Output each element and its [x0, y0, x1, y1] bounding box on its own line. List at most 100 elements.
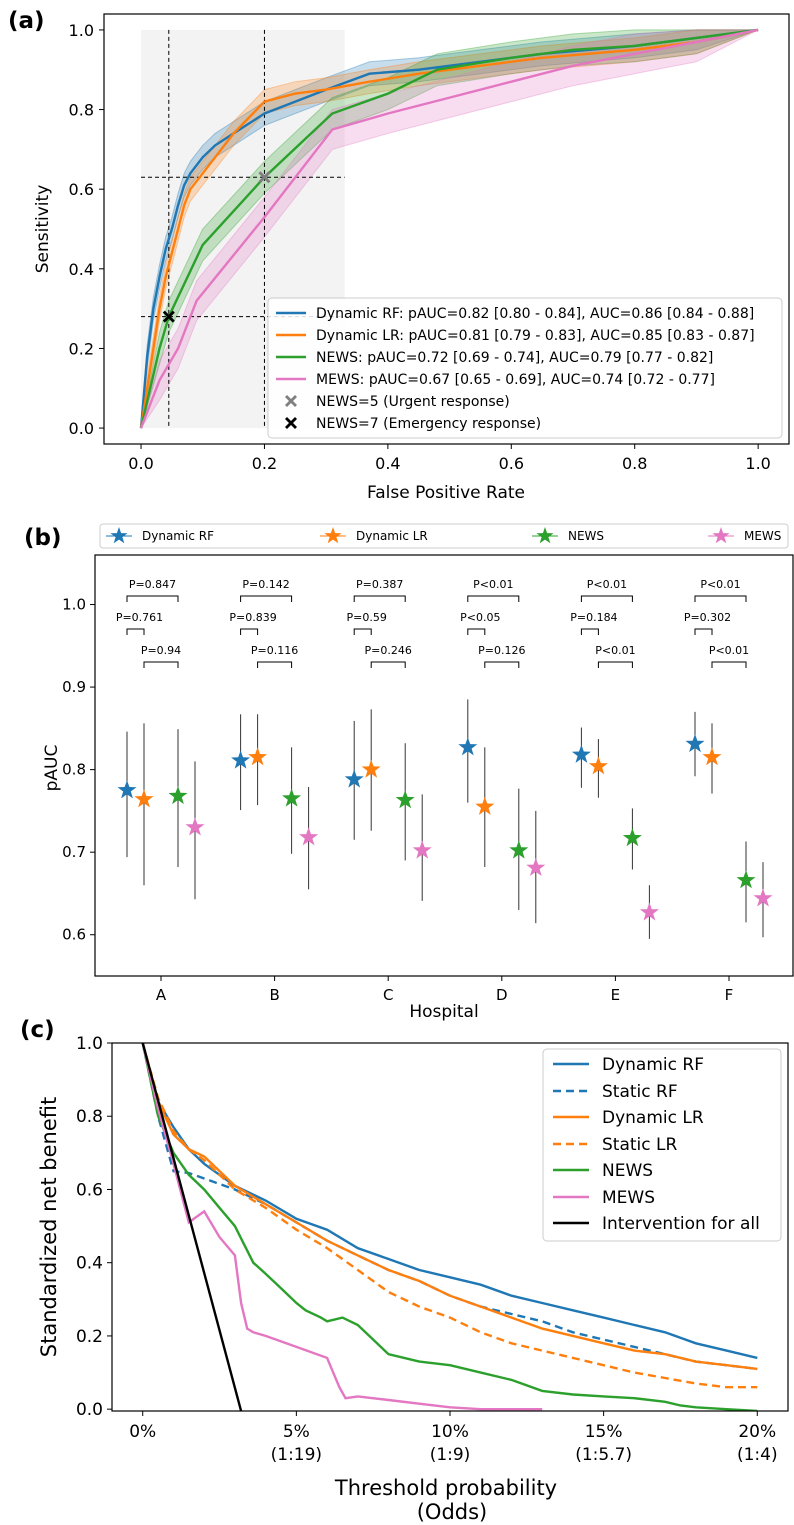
panel-c-xticks: 0% 5% (1:19) 10% (1:9) 15% (1:5.7) 20% (1:4)	[129, 1411, 778, 1465]
legend-b-dynamic-lr-star	[324, 527, 342, 544]
pauc-point-mews	[639, 902, 659, 921]
comparison-bracket	[467, 628, 486, 635]
pauc-point-news	[622, 828, 642, 847]
c-ytick-label: 0.8	[76, 1107, 103, 1127]
comparison-p-value: P<0.01	[473, 578, 513, 591]
comparison-p-value: P<0.05	[460, 611, 500, 624]
net-benefit-line-static-lr	[141, 1043, 758, 1389]
comparison-bracket	[240, 628, 259, 635]
c-xtick-odds: (1:9)	[430, 1445, 471, 1465]
a-xtick-label: 0.2	[252, 454, 277, 473]
pauc-point-mews	[185, 817, 205, 836]
pauc-point-dynamic_lr	[702, 747, 722, 766]
panel-c-label: (c)	[20, 1017, 55, 1043]
panel-a-yticks: 0.0 0.2 0.4 0.6 0.8 1.0	[69, 21, 104, 438]
b-xtick-label: D	[496, 986, 508, 1004]
comparison-p-value: P=0.116	[251, 644, 298, 657]
legend-b-dynamic-rf-label: Dynamic RF	[142, 529, 214, 543]
a-ytick-label: 0.2	[69, 339, 94, 358]
b-ytick-label: 0.9	[62, 678, 86, 696]
comparison-p-value: P<0.01	[587, 578, 627, 591]
legend-a-news5-marker	[285, 395, 297, 407]
panel-a-frame	[103, 13, 790, 445]
c-xtick-label: 20%	[738, 1422, 776, 1442]
comparison-bracket	[597, 661, 633, 668]
a-ytick-label: 1.0	[69, 21, 94, 40]
c-xtick-label: 5%	[283, 1422, 310, 1442]
net-benefit-line-news	[141, 1043, 758, 1411]
comparison-p-value: P=0.184	[570, 611, 617, 624]
legend-b-dynamic-lr-label: Dynamic LR	[356, 529, 428, 543]
c-xtick-odds: (1:19)	[271, 1445, 322, 1465]
comparison-p-value: P=0.302	[684, 611, 731, 624]
legend-c-static-rf-label: Static RF	[602, 1082, 678, 1102]
comparison-p-value: P=0.126	[478, 644, 525, 657]
b-ytick-label: 0.6	[62, 926, 86, 944]
a-xtick-label: 0.4	[375, 454, 400, 473]
legend-c-dynamic-lr-label: Dynamic LR	[602, 1108, 704, 1128]
comparison-bracket	[126, 628, 145, 635]
panel-a-legend-box	[267, 297, 783, 439]
c-ytick-label: 0.2	[76, 1327, 103, 1347]
legend-a-news-label: NEWS: pAUC=0.72 [0.69 - 0.74], AUC=0.79 …	[316, 350, 713, 366]
b-xtick-label: F	[725, 986, 734, 1004]
pauc-point-dynamic_lr	[134, 789, 154, 808]
comparison-bracket	[353, 595, 406, 602]
comparison-p-value: P<0.01	[595, 644, 635, 657]
comparison-p-value: P=0.59	[347, 611, 387, 624]
comparison-bracket	[711, 661, 747, 668]
pauc-point-dynamic_lr	[248, 747, 268, 766]
net-benefit-line-dynamic-lr	[141, 1043, 758, 1371]
threshold-marker-news5_marker	[258, 171, 271, 184]
comparison-bracket	[580, 595, 633, 602]
net-benefit-line-static-rf	[141, 1043, 758, 1371]
legend-b-dynamic-rf-star	[110, 527, 128, 544]
panel-b-legend-box	[99, 523, 789, 549]
net-benefit-line-intervention-for-all	[141, 1043, 243, 1411]
roc-line-dynamic_lr	[139, 28, 759, 429]
comparison-bracket	[694, 628, 713, 635]
legend-c-news-label: NEWS	[602, 1161, 653, 1181]
a-ytick-label: 0.6	[69, 180, 94, 199]
pauc-point-dynamic_rf	[571, 744, 591, 763]
comparison-p-value: P=0.761	[116, 611, 163, 624]
pauc-point-dynamic_rf	[458, 737, 478, 756]
comparison-bracket	[240, 595, 293, 602]
panel-c-xlabel-line1: Threshold probability	[334, 1476, 557, 1500]
legend-c-intervention-label: Intervention for all	[602, 1214, 760, 1234]
comparison-p-value: P=0.387	[356, 578, 403, 591]
pauc-point-news	[509, 840, 529, 859]
c-ytick-label: 0.4	[76, 1254, 103, 1274]
legend-a-dynamic-lr-label: Dynamic LR: pAUC=0.81 [0.79 - 0.83], AUC…	[316, 328, 755, 344]
pauc-point-dynamic_lr	[475, 796, 495, 815]
pauc-point-mews	[299, 827, 319, 846]
panel-b-legend: Dynamic RF Dynamic LR NEWS MEWS	[99, 523, 789, 549]
panel-a-xticks: 0.0 0.2 0.4 0.6 0.8 1.0	[128, 444, 771, 473]
panel-b-label: (b)	[24, 525, 62, 551]
comparison-p-value: P<0.01	[709, 644, 749, 657]
pauc-point-dynamic_lr	[588, 756, 608, 775]
b-xtick-label: E	[611, 986, 620, 1004]
b-ytick-label: 0.7	[62, 843, 86, 861]
b-ytick-label: 0.8	[62, 761, 86, 779]
comparison-p-value: P<0.01	[700, 578, 740, 591]
panel-a-ylabel: Sensitivity	[33, 185, 53, 274]
legend-b-mews-label: MEWS	[744, 529, 781, 543]
legend-b-news-star	[536, 527, 554, 544]
c-ytick-label: 0.6	[76, 1180, 103, 1200]
panel-b-frame	[94, 554, 794, 977]
panel-c-legend-box	[542, 1048, 782, 1242]
comparison-p-value: P=0.246	[365, 644, 412, 657]
panel-b-yticks: 0.6 0.7 0.8 0.9 1.0	[62, 596, 95, 944]
comparison-bracket	[467, 595, 520, 602]
comparison-bracket	[370, 661, 406, 668]
panel-c-legend: Dynamic RF Static RF Dynamic LR Static L…	[542, 1048, 782, 1242]
comparison-p-value: P=0.142	[242, 578, 289, 591]
comparison-bracket	[143, 661, 179, 668]
a-xtick-label: 1.0	[745, 454, 770, 473]
b-xtick-label: C	[383, 986, 393, 1004]
panel-a-legend: Dynamic RF: pAUC=0.82 [0.80 - 0.84], AUC…	[267, 297, 783, 439]
panel-a-xlabel: False Positive Rate	[367, 483, 525, 503]
comparison-bracket	[580, 628, 599, 635]
b-ytick-label: 1.0	[62, 596, 86, 614]
